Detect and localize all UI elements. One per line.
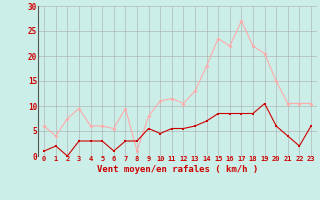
X-axis label: Vent moyen/en rafales ( km/h ): Vent moyen/en rafales ( km/h )	[97, 165, 258, 174]
